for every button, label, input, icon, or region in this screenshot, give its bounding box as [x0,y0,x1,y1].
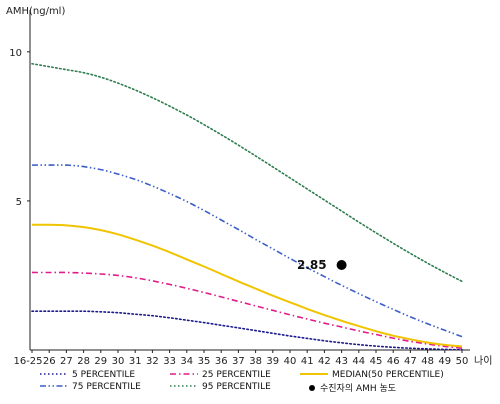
x-tick-label: 46 [387,356,400,367]
x-tick-label: 32 [146,356,159,367]
x-tick-label: 50 [456,356,469,367]
x-tick-label: 33 [163,356,176,367]
patient-amh-point [336,260,347,271]
x-tick-label: 29 [94,356,107,367]
series-line-95-percentile [31,62,463,283]
legend-label: 25 PERCENTILE [202,370,271,380]
x-tick-label: 36 [215,356,228,367]
series-line-25-percentile [31,271,463,349]
legend-marker-swatch [309,385,315,391]
series-line-75-percentile [31,164,463,338]
legend-marker-label: 수진자의 AMH 농도 [320,383,396,394]
y-tick-label: 5 [16,197,22,208]
x-tick-label: 45 [370,356,383,367]
x-tick-label: 26 [43,356,56,367]
x-tick-label: 41 [301,356,314,367]
x-tick-label: 40 [284,356,297,367]
patient-amh-value-label: 2.85 [297,258,327,272]
legend-label: 75 PERCENTILE [72,382,141,392]
x-tick-label: 31 [129,356,142,367]
series-lines [31,62,463,351]
legend: 5 PERCENTILE 25 PERCENTILE MEDIAN(50 PERCE… [40,370,444,394]
x-axis-label: 나이 [474,355,492,367]
x-tick-label: 38 [249,356,262,367]
x-tick-label: 28 [77,356,90,367]
series-line-median-50-percentile- [31,223,463,348]
x-tick-label: 37 [232,356,245,367]
legend-label: 95 PERCENTILE [202,382,271,392]
x-tick-label: 30 [112,356,125,367]
x-tick-label: 47 [404,356,417,367]
y-tick-label: 10 [9,48,22,59]
legend-label: 5 PERCENTILE [72,370,135,380]
x-tick-label: 27 [60,356,73,367]
series-line-5-percentile [31,310,463,351]
patient-marker-layer: 2.85 [297,258,347,272]
x-tick-label: 49 [438,356,451,367]
x-tick-label: 16-25 [13,356,42,367]
x-tick-label: 34 [180,356,193,367]
x-tick-label: 42 [318,356,331,367]
axes: AMH(ng/ml) 5 10 16-25 26 27 28 29 30 31 32 33 34 35 36… [6,6,492,367]
x-tick-label: 43 [335,356,348,367]
x-tick-label: 48 [421,356,434,367]
legend-label: MEDIAN(50 PERCENTILE) [332,370,444,380]
y-axis-label: AMH(ng/ml) [6,6,65,17]
x-tick-label: 39 [266,356,279,367]
x-tick-label: 44 [352,356,365,367]
x-tick-label: 35 [198,356,211,367]
